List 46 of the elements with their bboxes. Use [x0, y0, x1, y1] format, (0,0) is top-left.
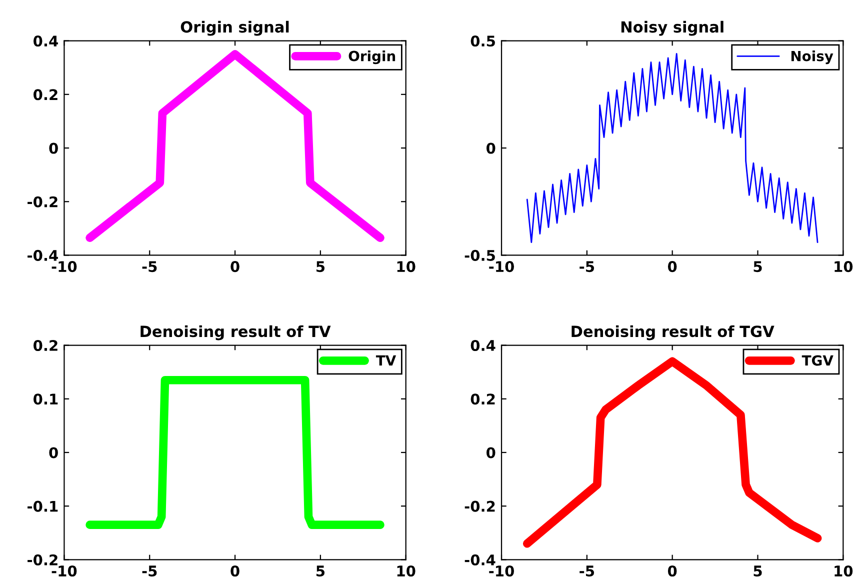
y-tick-label: 0.5	[470, 36, 495, 47]
y-tick-label: 0	[486, 142, 496, 154]
chart-title: Origin signal	[180, 20, 289, 36]
x-tick-label: -5	[580, 566, 594, 577]
y-tick-label: -0.5	[464, 250, 495, 261]
y-tick-label: 0.4	[470, 340, 496, 352]
x-tick-label: 5	[316, 566, 324, 577]
y-tick-label: 0.1	[34, 394, 58, 405]
x-tick-label: -10	[52, 565, 77, 577]
chart-title: Noisy signal	[621, 20, 724, 36]
x-tick-label: 0	[668, 261, 677, 272]
legend-label: TGV	[802, 355, 834, 366]
x-tick-label: 0	[668, 565, 677, 577]
y-tick-label: -0.4	[464, 554, 496, 566]
y-tick-label: 0.2	[34, 89, 58, 100]
x-tick-label: -10	[489, 565, 514, 577]
y-tick-label: 0.2	[34, 340, 58, 352]
x-tick-label: -10	[489, 261, 514, 272]
y-tick-label: 0	[49, 142, 58, 154]
chart-title: Denoising result of TGV	[572, 325, 774, 340]
y-tick-label: 0	[49, 447, 58, 458]
y-tick-label: 0	[486, 447, 496, 458]
x-tick-label: -5	[580, 261, 594, 272]
y-tick-label: -0.2	[464, 500, 495, 512]
x-tick-label: 10	[834, 565, 853, 577]
chart-title: Denoising result of TV	[140, 325, 331, 340]
legend-label: Origin	[348, 50, 396, 64]
legend-label: Noisy	[791, 50, 834, 64]
x-tick-label: 5	[754, 566, 762, 577]
y-tick-label: -0.1	[28, 500, 58, 512]
x-tick-label: 0	[230, 565, 240, 577]
legend-label: TV	[376, 355, 396, 366]
y-tick-label: 0.4	[34, 36, 58, 47]
x-tick-label: 5	[316, 261, 324, 272]
x-tick-label: -10	[52, 261, 77, 272]
x-tick-label: 0	[230, 261, 240, 272]
x-tick-label: 10	[397, 261, 416, 272]
x-tick-label: 10	[834, 261, 853, 272]
y-tick-label: -0.4	[28, 250, 58, 261]
y-tick-label: -0.2	[28, 196, 58, 208]
x-tick-label: 10	[397, 565, 416, 577]
x-tick-label: 5	[754, 261, 762, 272]
x-tick-label: -5	[142, 261, 157, 272]
y-tick-label: 0.2	[470, 394, 495, 405]
x-tick-label: -5	[142, 566, 157, 577]
y-tick-label: -0.2	[28, 554, 58, 566]
